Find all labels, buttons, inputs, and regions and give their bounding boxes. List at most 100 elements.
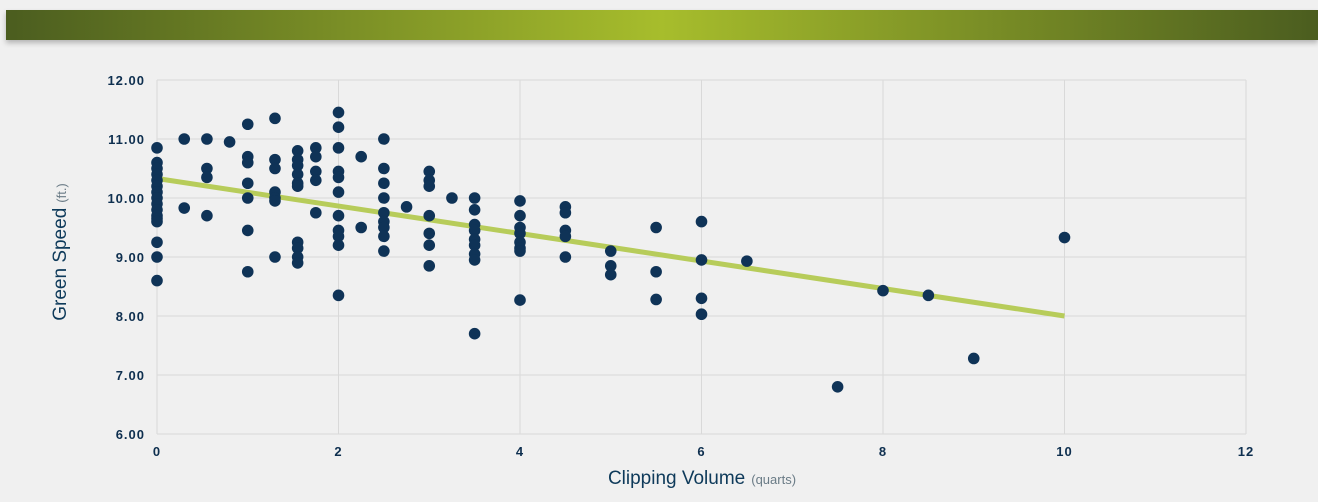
data-point (650, 293, 662, 306)
data-point (223, 136, 236, 148)
x-tick-label: 12 (1238, 444, 1254, 459)
data-point (355, 150, 367, 163)
data-point (514, 245, 526, 257)
data-point (400, 201, 413, 213)
data-point (559, 206, 572, 219)
y-axis-title: Green Speed (ft.) (50, 183, 71, 321)
data-point (269, 112, 281, 125)
data-point (695, 215, 708, 228)
data-point (468, 254, 481, 266)
data-point (332, 121, 345, 133)
data-point (269, 162, 281, 175)
x-tick-label: 2 (334, 444, 342, 459)
data-point (468, 204, 481, 216)
data-point (332, 142, 345, 154)
data-point (695, 292, 708, 305)
data-point (241, 156, 254, 169)
data-point (310, 142, 322, 154)
data-point (967, 352, 980, 365)
y-tick-label: 10.00 (107, 191, 145, 206)
data-point (423, 260, 436, 272)
data-point (446, 192, 458, 204)
data-point (877, 284, 889, 297)
data-points (151, 106, 1071, 393)
data-point (151, 236, 163, 249)
data-point (695, 254, 708, 266)
x-axis-label: Clipping Volume (608, 468, 745, 489)
data-point (604, 260, 617, 272)
data-point (378, 230, 390, 243)
data-point (423, 180, 436, 192)
data-point (291, 159, 304, 172)
data-point (604, 245, 617, 257)
data-point (650, 221, 662, 234)
data-point (332, 239, 345, 251)
data-point (201, 209, 213, 222)
data-point (291, 180, 304, 192)
data-point (468, 192, 481, 204)
data-point (604, 268, 617, 281)
data-point (378, 133, 390, 145)
x-tick-label: 6 (697, 444, 705, 459)
data-point (650, 265, 662, 278)
data-point (291, 242, 304, 254)
data-point (514, 195, 526, 207)
data-point (468, 239, 481, 251)
x-tick-label: 0 (153, 444, 161, 459)
data-point (741, 255, 753, 267)
data-point (151, 251, 163, 263)
data-point (378, 162, 390, 175)
data-point (332, 171, 345, 184)
data-point (269, 195, 281, 207)
data-point (514, 294, 526, 306)
data-point (201, 133, 213, 145)
x-tick-labels: 0 2 4 6 8 10 12 (153, 444, 1254, 459)
data-point (310, 150, 322, 163)
data-point (241, 265, 254, 278)
data-point (378, 192, 390, 204)
data-point (922, 289, 935, 302)
data-point (269, 153, 281, 166)
y-tick-label: 8.00 (116, 309, 145, 324)
data-point (310, 174, 322, 187)
data-point (831, 381, 844, 393)
header-bar (6, 10, 1318, 40)
data-point (151, 215, 163, 228)
y-tick-label: 6.00 (116, 427, 145, 442)
data-point (423, 239, 436, 251)
y-tick-label: 9.00 (116, 250, 145, 265)
data-point (378, 206, 390, 219)
data-point (178, 133, 191, 145)
x-axis-title: Clipping Volume (quarts) (608, 468, 796, 489)
x-tick-label: 10 (1056, 444, 1072, 459)
data-point (310, 165, 322, 178)
y-tick-label: 7.00 (116, 368, 145, 383)
data-point (332, 209, 345, 222)
data-point (332, 106, 345, 119)
data-point (423, 209, 436, 222)
data-point (241, 118, 254, 131)
data-point (468, 224, 481, 237)
data-point (241, 192, 254, 204)
data-point (241, 224, 254, 237)
data-point (514, 227, 526, 240)
data-point (241, 177, 254, 190)
data-point (269, 251, 281, 263)
y-axis-unit: (ft.) (54, 183, 69, 203)
data-point (423, 165, 436, 178)
data-point (514, 209, 526, 222)
data-point (151, 274, 163, 287)
data-point (291, 257, 304, 269)
data-point (559, 251, 572, 263)
y-tick-label: 12.00 (107, 73, 145, 88)
data-point (423, 227, 436, 240)
y-tick-label: 11.00 (108, 132, 145, 147)
data-point (695, 308, 708, 321)
data-point (468, 327, 481, 340)
data-point (1058, 231, 1071, 244)
y-tick-labels: 6.00 7.00 8.00 9.00 10.00 11.00 12.00 (107, 73, 145, 442)
data-point (378, 245, 390, 257)
data-point (291, 145, 304, 157)
data-point (178, 202, 191, 214)
